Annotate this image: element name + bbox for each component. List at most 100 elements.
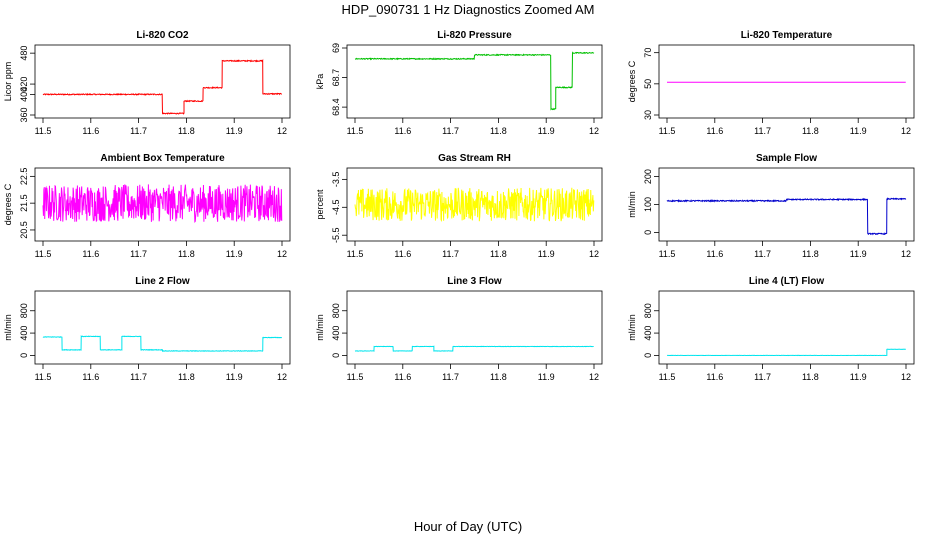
- panel-4-xtick-label: 11.8: [490, 249, 507, 259]
- panel-1-ytick-label: 68.7: [331, 69, 341, 87]
- panel-6-xtick-label: 11.8: [178, 372, 195, 382]
- panel-7-title: Line 3 Flow: [447, 276, 502, 287]
- panel-6-plot-frame: [34, 290, 291, 365]
- panel-0-ytick-label: 360: [19, 107, 29, 122]
- panel-0-ytick-label: 400: [19, 87, 29, 102]
- panel-0-plot-frame: [34, 44, 291, 119]
- panel-5-xtick-label: 11.5: [659, 249, 676, 259]
- panel-8-plot-frame: [658, 290, 915, 365]
- panel-1-ylabel: kPa: [315, 74, 325, 90]
- panel-3-xtick-label: 11.9: [226, 249, 243, 259]
- panel-5-series-line: [666, 197, 907, 236]
- panel-3-ylabel: degrees C: [3, 183, 13, 225]
- panel-2: Li-820 Temperature 11.5 11.6 11.7 11.8 11.9 12…: [627, 30, 915, 136]
- panel-2-xtick-label: 11.8: [802, 126, 819, 136]
- panel-4-title: Gas Stream RH: [438, 153, 511, 164]
- panel-8-ytick-label: 400: [643, 326, 653, 341]
- panel-7-xtick-label: 11.9: [538, 372, 555, 382]
- panel-3: Ambient Box Temperature 11.5 11.6 11.7 11.8 1…: [3, 153, 291, 259]
- panel-1-xtick-label: 11.9: [538, 126, 555, 136]
- panel-5-xtick-label: 11.8: [802, 249, 819, 259]
- panel-4: Gas Stream RH 11.5 11.6 11.7 11.8 11.9 12 -5.5 -…: [315, 153, 603, 259]
- panel-6-series-line: [42, 335, 283, 352]
- panel-2-ytick-label: 70: [643, 48, 653, 58]
- panel-3-xtick-label: 11.7: [130, 249, 147, 259]
- panel-1-xtick-label: 11.8: [490, 126, 507, 136]
- panel-4-xtick-label: 11.7: [442, 249, 459, 259]
- panel-1-series-line: [354, 51, 595, 111]
- panel-4-series-line: [354, 187, 595, 223]
- panel-6-xtick-label: 11.6: [82, 372, 99, 382]
- panel-1-xtick-label: 11.5: [347, 126, 364, 136]
- panel-5-xtick-label: 11.6: [706, 249, 723, 259]
- panel-3-xtick-label: 11.8: [178, 249, 195, 259]
- panel-4-plot-frame: [346, 167, 603, 242]
- panel-0-ytick-label: 420: [19, 77, 29, 92]
- panel-7-series-line: [354, 345, 594, 352]
- panel-8-ytick-label: 0: [643, 353, 653, 358]
- panel-5: Sample Flow 11.5 11.6 11.7 11.8 11.9 12 0 100 200…: [627, 153, 915, 259]
- panel-8-xtick-label: 12: [901, 372, 911, 382]
- panel-8-xtick-label: 11.7: [754, 372, 771, 382]
- panel-3-xtick-label: 12: [277, 249, 287, 259]
- panel-6-ytick-label: 0: [19, 353, 29, 358]
- panel-8: Line 4 (LT) Flow 11.5 11.6 11.7 11.8 11.9 12 0 4…: [627, 276, 915, 382]
- panel-8-xtick-label: 11.5: [659, 372, 676, 382]
- panel-5-ytick-label: 0: [643, 230, 653, 235]
- figure-title: HDP_090731 1 Hz Diagnostics Zoomed AM: [342, 2, 595, 17]
- panel-5-ytick-label: 100: [643, 197, 653, 212]
- panel-6-title: Line 2 Flow: [135, 276, 190, 287]
- panel-0-xtick-label: 11.8: [178, 126, 195, 136]
- panel-7-ytick-label: 0: [331, 353, 341, 358]
- panel-2-ytick-label: 30: [643, 110, 653, 120]
- panel-4-ytick-label: -4.5: [331, 200, 341, 216]
- panel-7-xtick-label: 12: [589, 372, 599, 382]
- panel-7-xtick-label: 11.7: [442, 372, 459, 382]
- panel-5-xtick-label: 11.7: [754, 249, 771, 259]
- panel-3-series-line: [42, 184, 283, 224]
- panel-7-xtick-label: 11.8: [490, 372, 507, 382]
- panel-7-ytick-label: 800: [331, 303, 341, 318]
- panel-8-xtick-label: 11.8: [802, 372, 819, 382]
- panel-1: Li-820 Pressure 11.5 11.6 11.7 11.8 11.9 12 68.…: [315, 30, 603, 136]
- panel-4-ytick-label: -5.5: [331, 227, 341, 243]
- panel-5-ylabel: ml/min: [627, 191, 637, 218]
- panel-7-ylabel: ml/min: [315, 314, 325, 341]
- panel-3-xtick-label: 11.6: [82, 249, 99, 259]
- panel-5-ytick-label: 200: [643, 169, 653, 184]
- panel-5-xtick-label: 12: [901, 249, 911, 259]
- panel-8-ylabel: ml/min: [627, 314, 637, 341]
- panel-4-xtick-label: 11.5: [347, 249, 364, 259]
- panel-8-xtick-label: 11.9: [850, 372, 867, 382]
- panel-1-ytick-label: 69: [331, 43, 341, 53]
- panel-6-ylabel: ml/min: [3, 314, 13, 341]
- panel-1-ytick-label: 68.4: [331, 98, 341, 116]
- panel-7-plot-frame: [346, 290, 603, 365]
- panel-0-xtick-label: 11.7: [130, 126, 147, 136]
- panel-1-xtick-label: 12: [589, 126, 599, 136]
- figure-xlabel: Hour of Day (UTC): [414, 519, 522, 534]
- panel-1-xtick-label: 11.6: [394, 126, 411, 136]
- panel-5-title: Sample Flow: [756, 153, 817, 164]
- panel-0-xtick-label: 11.9: [226, 126, 243, 136]
- panel-2-xtick-label: 12: [901, 126, 911, 136]
- panel-0-xtick-label: 11.6: [82, 126, 99, 136]
- panel-2-title: Li-820 Temperature: [741, 30, 833, 41]
- panel-8-title: Line 4 (LT) Flow: [749, 276, 825, 287]
- panel-1-xtick-label: 11.7: [442, 126, 459, 136]
- panel-0-xtick-label: 11.5: [35, 126, 52, 136]
- panel-1-title: Li-820 Pressure: [437, 30, 512, 41]
- panel-3-ytick-label: 21.5: [19, 194, 29, 212]
- panel-0: Li-820 CO2 11.5 11.6 11.7 11.8 11.9 12 360 40042…: [3, 30, 291, 136]
- panel-2-xtick-label: 11.6: [706, 126, 723, 136]
- panel-7-xtick-label: 11.5: [347, 372, 364, 382]
- panel-6-xtick-label: 11.5: [35, 372, 52, 382]
- panel-6-ytick-label: 800: [19, 303, 29, 318]
- panel-3-plot-frame: [34, 167, 291, 242]
- panel-4-xtick-label: 11.6: [394, 249, 411, 259]
- panel-6-xtick-label: 12: [277, 372, 287, 382]
- panel-1-plot-frame: [346, 44, 603, 119]
- panel-7: Line 3 Flow 11.5 11.6 11.7 11.8 11.9 12 0 400 800…: [315, 276, 603, 382]
